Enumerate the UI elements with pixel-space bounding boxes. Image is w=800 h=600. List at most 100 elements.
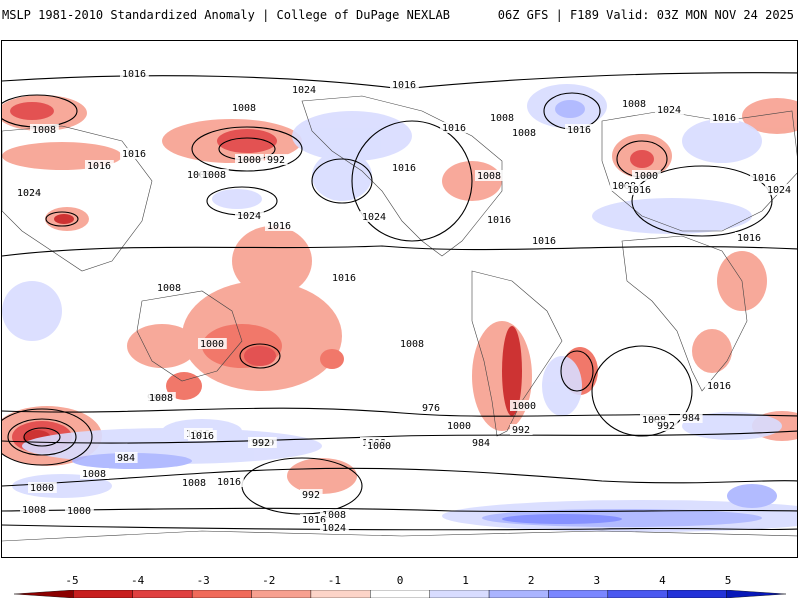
colorbar-segment xyxy=(726,590,786,598)
contour-label: 1016 xyxy=(392,80,416,91)
contour-label-bg xyxy=(180,477,209,488)
isobar-low xyxy=(45,211,79,227)
contour-label-bg xyxy=(735,232,764,243)
anomaly-area xyxy=(2,281,62,341)
colorbar-segment xyxy=(548,590,609,598)
contour-label-bg xyxy=(28,482,57,493)
contour-label-bg xyxy=(360,211,389,222)
isobar xyxy=(2,245,797,257)
colorbar-tick-label: 2 xyxy=(527,574,535,587)
isobar xyxy=(2,507,797,513)
contour-label: 1024 xyxy=(322,523,346,534)
contour-label: 1008 xyxy=(490,113,514,124)
contour-label-bg xyxy=(620,98,649,109)
antarctica-outline xyxy=(2,530,797,542)
africa-outline xyxy=(621,235,748,392)
contour-label-bg xyxy=(85,160,114,171)
colorbar: -5 -4 -3 -2 -1 0 1 2 3 4 5 xyxy=(14,574,786,600)
colorbar-tick-label: 5 xyxy=(724,574,732,587)
contour-label: 1008 xyxy=(232,103,256,114)
anomaly-area xyxy=(592,198,752,234)
contour-label: 992 xyxy=(302,490,320,501)
contour-label: 1008 xyxy=(157,283,181,294)
contour-label-bg xyxy=(510,424,533,435)
contour-label-bg xyxy=(565,124,594,135)
contour-label: 1016 xyxy=(302,515,326,526)
contour-label-bg xyxy=(250,437,273,448)
map-panel: 1016102410161008100810161016100810169921… xyxy=(1,40,798,558)
run-valid-time: 06Z GFS | F189 Valid: 03Z MON NOV 24 202… xyxy=(497,8,794,22)
contour-label: 1008 xyxy=(182,478,206,489)
contour-label: 1008 xyxy=(202,170,226,181)
isobar-high xyxy=(311,158,373,204)
contour-label-bg xyxy=(510,127,539,138)
contour-label-bg xyxy=(640,414,669,425)
contour-label: 1008 xyxy=(149,393,173,404)
contour-label: 1000 xyxy=(30,483,54,494)
colorbar-tick-label: 1 xyxy=(462,574,469,587)
australia-outline xyxy=(136,290,243,382)
isobar-low xyxy=(23,427,61,447)
contour-label-bg xyxy=(705,380,734,391)
contour-label-bg xyxy=(65,505,94,516)
contour-label-bg xyxy=(488,112,517,123)
contour-label-bg xyxy=(420,402,443,413)
isobar-high xyxy=(591,345,693,437)
colorbar-segment xyxy=(73,590,133,598)
contour-label: 984 xyxy=(117,453,135,464)
colorbar-segment xyxy=(429,590,490,598)
anomaly-area xyxy=(555,100,585,118)
contour-label-bg xyxy=(200,169,229,180)
isobar-low xyxy=(239,343,281,369)
contour-label-bg xyxy=(120,68,149,79)
isobar xyxy=(2,430,797,444)
anomaly-area xyxy=(502,514,622,524)
contour-label: 1000 xyxy=(237,155,261,166)
colorbar-tick-label: -2 xyxy=(262,574,276,587)
contour-label: 1000 xyxy=(367,441,391,452)
contour-label-bg xyxy=(330,272,359,283)
contour-label: 1000 xyxy=(512,401,536,412)
colorbar-tick-label: -1 xyxy=(327,574,342,587)
contour-label-bg xyxy=(300,514,329,525)
anomaly-area xyxy=(727,484,777,508)
isobar-high xyxy=(631,165,773,237)
colorbar-gradient xyxy=(14,590,786,598)
contour-label: 992 xyxy=(252,438,270,449)
negative-anomaly-shading xyxy=(2,95,797,494)
asia-west-outline xyxy=(2,125,153,272)
contour-label: 1024 xyxy=(17,188,41,199)
contour-label-bg xyxy=(265,154,288,165)
colorbar-tick-label: 0 xyxy=(396,574,404,587)
contour-label-bg xyxy=(510,400,539,411)
colorbar-tick-label: -5 xyxy=(65,574,79,587)
isobar-high xyxy=(351,120,473,242)
colorbar-segment xyxy=(132,590,193,598)
contour-label: 1000 xyxy=(634,171,658,182)
anomaly-area xyxy=(217,129,277,153)
contour-label: 1016 xyxy=(712,113,736,124)
contour-label: 1008 xyxy=(512,128,536,139)
contour-label: 992 xyxy=(267,155,285,166)
contour-label: 1000 xyxy=(200,339,224,350)
contour-label: 1016 xyxy=(627,185,651,196)
anomaly-area xyxy=(287,458,357,494)
anomaly-area xyxy=(542,356,582,416)
contour-label: 1024 xyxy=(292,85,316,96)
contour-label-bg xyxy=(365,440,394,451)
contour-label: 984 xyxy=(682,413,700,424)
contour-label-bg xyxy=(440,122,469,133)
contour-label-bg xyxy=(80,468,109,479)
contour-label: 976 xyxy=(422,403,440,414)
contour-label: 1008 xyxy=(477,171,501,182)
contour-label-bg xyxy=(710,112,739,123)
contour-label: 1016 xyxy=(737,233,761,244)
contour-label: 1008 xyxy=(32,125,56,136)
contour-label-bg xyxy=(445,420,474,431)
contour-label-bg xyxy=(30,124,59,135)
contour-label: 992 xyxy=(512,425,530,436)
contour-label-bg xyxy=(390,162,419,173)
anomaly-area xyxy=(502,326,522,416)
anomaly-area xyxy=(692,329,732,373)
contour-label: 1024 xyxy=(362,212,386,223)
